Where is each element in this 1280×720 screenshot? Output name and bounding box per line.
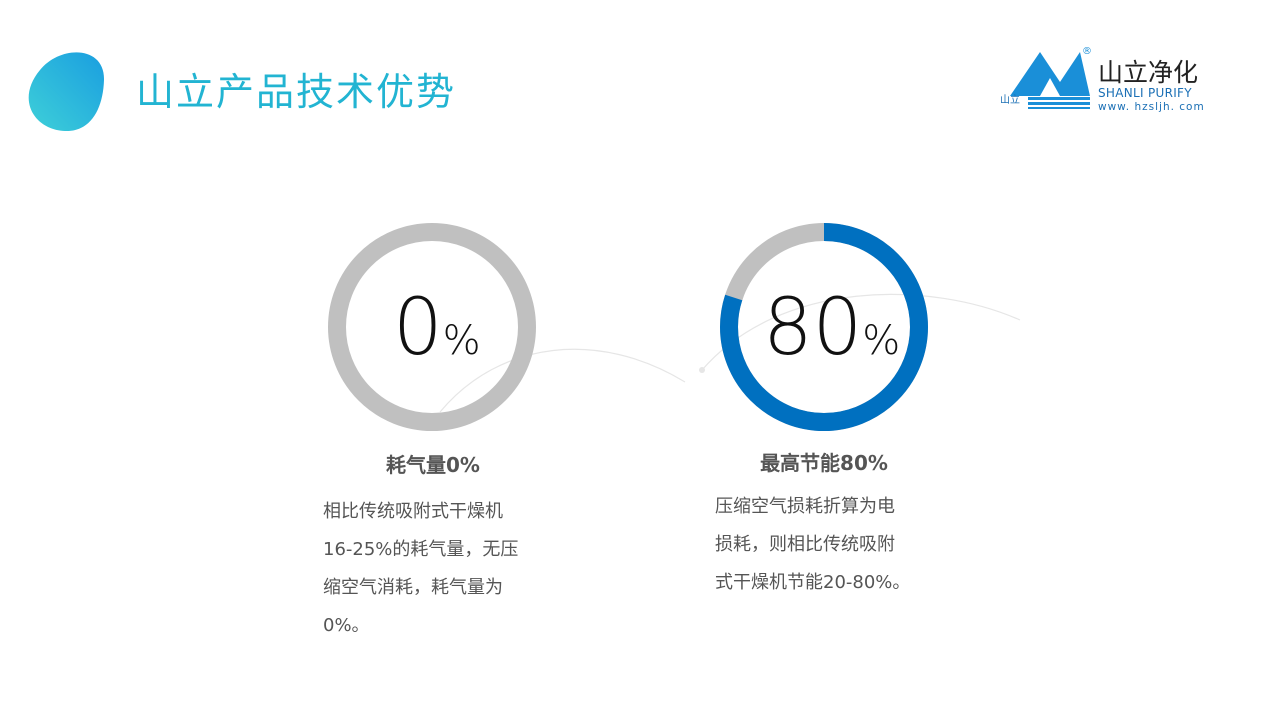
stat-value-0: 0% bbox=[393, 283, 481, 373]
logo-brand-cn: 山立净化 bbox=[1098, 58, 1199, 87]
progress-ring-0 bbox=[328, 223, 536, 431]
blob-shape bbox=[28, 52, 105, 132]
logo-mark-text: 山立 bbox=[1000, 95, 1020, 106]
logo-mark bbox=[1010, 52, 1090, 109]
description-line: 损耗，则相比传统吸附 bbox=[715, 534, 895, 555]
progress-ring-1 bbox=[720, 223, 928, 431]
description-line: 压缩空气损耗折算为电 bbox=[715, 496, 895, 517]
logo-brand-en: SHANLI PURIFY bbox=[1098, 86, 1192, 100]
description-line: 相比传统吸附式干燥机 bbox=[323, 501, 503, 522]
card-heading-1: 最高节能80% bbox=[760, 451, 888, 475]
logo-url: www. hzsljh. com bbox=[1098, 101, 1205, 113]
description-line: 式干燥机节能20-80%。 bbox=[715, 572, 911, 593]
card-description-0: 相比传统吸附式干燥机 16-25%的耗气量，无压 缩空气消耗，耗气量为 0%。 bbox=[323, 493, 563, 645]
description-line: 16-25%的耗气量，无压 bbox=[323, 539, 519, 560]
connector-arc bbox=[439, 348, 686, 413]
ring-fill bbox=[720, 223, 928, 431]
card-heading-0: 耗气量0% bbox=[386, 453, 480, 477]
connector-dot bbox=[699, 367, 705, 373]
card-description-1: 压缩空气损耗折算为电 损耗，则相比传统吸附 式干燥机节能20-80%。 bbox=[715, 488, 955, 602]
description-line: 0%。 bbox=[323, 615, 370, 636]
registered-mark: ® bbox=[1082, 46, 1092, 57]
stat-value-1: 80% bbox=[763, 283, 901, 373]
ring-track bbox=[328, 223, 536, 431]
page-title: 山立产品技术优势 bbox=[136, 70, 457, 114]
description-line: 缩空气消耗，耗气量为 bbox=[323, 577, 503, 598]
